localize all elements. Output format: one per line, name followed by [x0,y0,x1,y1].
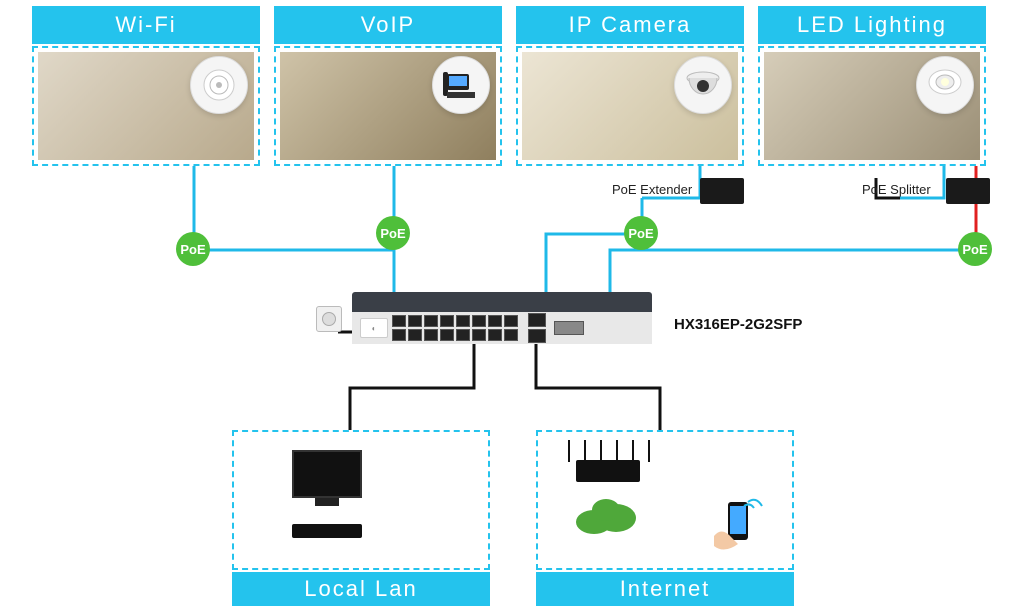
router-antenna-5 [648,440,650,462]
nvr-icon [292,524,362,538]
network-switch [352,292,652,312]
cloud-icon [572,494,640,536]
poe-badge-1: PoE [376,216,410,250]
switch-poe-ports [392,315,518,341]
poe-badge-2: PoE [624,216,658,250]
router-antenna-1 [584,440,586,462]
poe-extender-label: PoE Extender [612,182,692,197]
header-voip: VoIP [274,6,502,44]
switch-uplink-ports [528,313,546,343]
switch-model-label: HX316EP-2G2SFP [674,316,802,333]
header-ipcam: IP Camera [516,6,744,44]
poe-badge-3: PoE [958,232,992,266]
ip-phone-icon [432,56,490,114]
router-antenna-3 [616,440,618,462]
power-outlet-icon [316,306,342,332]
router-antenna-4 [632,440,634,462]
footer-lan: Local Lan [232,572,490,606]
poe-badge-0: PoE [176,232,210,266]
router-antenna-0 [568,440,570,462]
header-wifi: Wi-Fi [32,6,260,44]
dome-camera-icon [674,56,732,114]
poe-splitter-label: PoE Splitter [862,182,931,197]
smartphone-hand-icon [704,496,764,556]
downlight-icon [916,56,974,114]
poe-extender-device [700,178,744,204]
poe-splitter-device [946,178,990,204]
switch-sfp-port [554,321,584,335]
switch-logo: ◐ [360,318,388,338]
ap-round-icon [190,56,248,114]
router-antenna-2 [600,440,602,462]
router-icon [576,460,640,482]
monitor-icon [292,450,362,498]
footer-internet: Internet [536,572,794,606]
switch-front-panel: ◐ [352,312,652,344]
header-led: LED Lighting [758,6,986,44]
